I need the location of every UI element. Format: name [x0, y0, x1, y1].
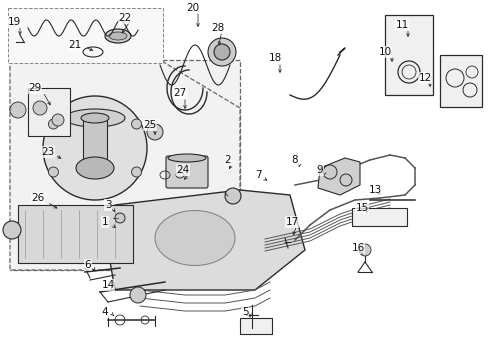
- Text: 6: 6: [85, 260, 91, 270]
- Ellipse shape: [155, 211, 235, 266]
- Text: 26: 26: [31, 193, 45, 203]
- FancyBboxPatch shape: [240, 318, 272, 334]
- Text: 7: 7: [255, 170, 261, 180]
- Text: 4: 4: [102, 307, 108, 317]
- Circle shape: [52, 114, 64, 126]
- Text: 18: 18: [269, 53, 282, 63]
- Text: 29: 29: [28, 83, 42, 93]
- Text: 8: 8: [292, 155, 298, 165]
- Text: 20: 20: [186, 3, 199, 13]
- Polygon shape: [318, 158, 360, 195]
- Ellipse shape: [65, 109, 125, 127]
- Text: 15: 15: [355, 203, 368, 213]
- Circle shape: [214, 44, 230, 60]
- Text: 28: 28: [211, 23, 224, 33]
- Text: 21: 21: [69, 40, 82, 50]
- FancyBboxPatch shape: [385, 15, 433, 95]
- FancyBboxPatch shape: [352, 208, 407, 226]
- Circle shape: [225, 188, 241, 204]
- Circle shape: [323, 165, 337, 179]
- FancyBboxPatch shape: [440, 55, 482, 107]
- Circle shape: [49, 167, 58, 177]
- Text: 11: 11: [395, 20, 409, 30]
- Circle shape: [130, 287, 146, 303]
- Text: 16: 16: [351, 243, 365, 253]
- FancyBboxPatch shape: [28, 88, 70, 136]
- FancyBboxPatch shape: [83, 120, 107, 175]
- Ellipse shape: [76, 157, 114, 179]
- Text: 9: 9: [317, 165, 323, 175]
- Text: 13: 13: [368, 185, 382, 195]
- Text: 22: 22: [119, 13, 132, 23]
- Circle shape: [132, 119, 142, 129]
- Circle shape: [132, 167, 142, 177]
- Text: 23: 23: [41, 147, 54, 157]
- Text: 17: 17: [285, 217, 298, 227]
- Ellipse shape: [168, 154, 206, 162]
- Text: 10: 10: [378, 47, 392, 57]
- Polygon shape: [108, 190, 305, 290]
- Circle shape: [43, 96, 147, 200]
- Text: 2: 2: [225, 155, 231, 165]
- Text: 14: 14: [101, 280, 115, 290]
- Text: 1: 1: [102, 217, 108, 227]
- Circle shape: [3, 221, 21, 239]
- FancyBboxPatch shape: [18, 205, 133, 263]
- Circle shape: [49, 119, 58, 129]
- Circle shape: [10, 102, 26, 118]
- Text: 27: 27: [173, 88, 187, 98]
- Text: 24: 24: [176, 165, 190, 175]
- Text: 19: 19: [7, 17, 21, 27]
- Circle shape: [33, 101, 47, 115]
- Text: 3: 3: [105, 200, 111, 210]
- Circle shape: [208, 38, 236, 66]
- Text: 12: 12: [418, 73, 432, 83]
- Circle shape: [359, 244, 371, 256]
- FancyBboxPatch shape: [10, 60, 240, 270]
- Circle shape: [147, 124, 163, 140]
- Text: 25: 25: [144, 120, 157, 130]
- Circle shape: [340, 174, 352, 186]
- Ellipse shape: [105, 29, 131, 43]
- Ellipse shape: [81, 113, 109, 123]
- Ellipse shape: [109, 32, 127, 40]
- FancyBboxPatch shape: [166, 156, 208, 188]
- Polygon shape: [10, 60, 240, 270]
- Text: 5: 5: [242, 307, 248, 317]
- Circle shape: [115, 213, 125, 223]
- FancyBboxPatch shape: [8, 8, 163, 63]
